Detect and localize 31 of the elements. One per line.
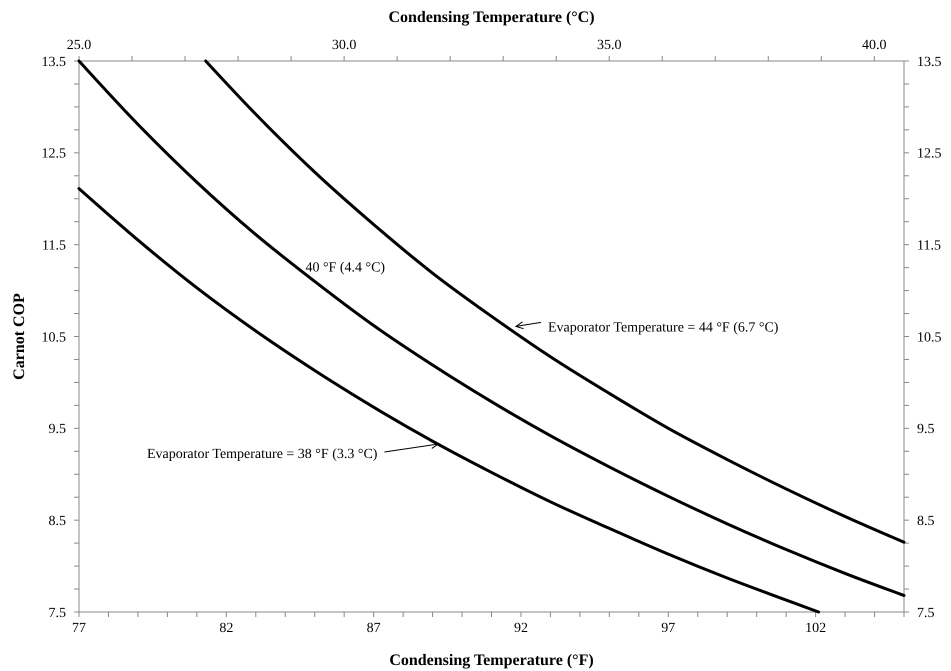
x-tick-label: 92 bbox=[514, 621, 528, 636]
y2-tick-label: 12.5 bbox=[917, 146, 942, 162]
x-tick-label: 82 bbox=[219, 621, 234, 636]
x2-tick-label: 30.0 bbox=[332, 38, 356, 53]
annotation: 40 °F (4.4 °C) bbox=[305, 260, 386, 276]
y-axis-title: Carnot COP bbox=[11, 292, 28, 380]
x-tick-label: 97 bbox=[661, 621, 676, 636]
y-tick-label: 9.5 bbox=[48, 422, 66, 438]
y2-tick-label: 9.5 bbox=[917, 422, 934, 438]
y-tick-label: 8.5 bbox=[48, 514, 66, 530]
y2-tick-label: 8.5 bbox=[917, 514, 934, 530]
x-axis-title: Condensing Temperature (°F) bbox=[389, 652, 594, 669]
x2-tick-label: 35.0 bbox=[596, 38, 622, 53]
x-tick-label: 77 bbox=[72, 621, 86, 636]
x2-tick-label: 25.0 bbox=[66, 38, 92, 53]
line-series bbox=[78, 187, 820, 614]
y2-tick-label: 13.5 bbox=[917, 54, 942, 70]
annotation: Evaporator Temperature = 44 °F (6.7 °C) bbox=[548, 320, 779, 336]
y-tick-label: 7.5 bbox=[48, 606, 66, 621]
y2-tick-label: 10.5 bbox=[917, 330, 942, 346]
y-tick-label: 12.5 bbox=[42, 146, 66, 162]
y2-tick-label: 7.5 bbox=[917, 606, 934, 621]
x-tick-label: 87 bbox=[366, 621, 381, 636]
y-tick-label: 13.5 bbox=[42, 54, 66, 70]
y-tick-label: 10.5 bbox=[42, 330, 66, 346]
annotation: Evaporator Temperature = 38 °F (3.3 °C) bbox=[146, 446, 378, 462]
y-tick-label: 11.5 bbox=[42, 238, 66, 254]
x2-axis-title: Condensing Temperature (°C) bbox=[388, 9, 595, 26]
y2-tick-label: 11.5 bbox=[917, 238, 941, 254]
x2-tick-label: 40.0 bbox=[862, 38, 887, 53]
x-tick-label: 102 bbox=[805, 621, 826, 636]
